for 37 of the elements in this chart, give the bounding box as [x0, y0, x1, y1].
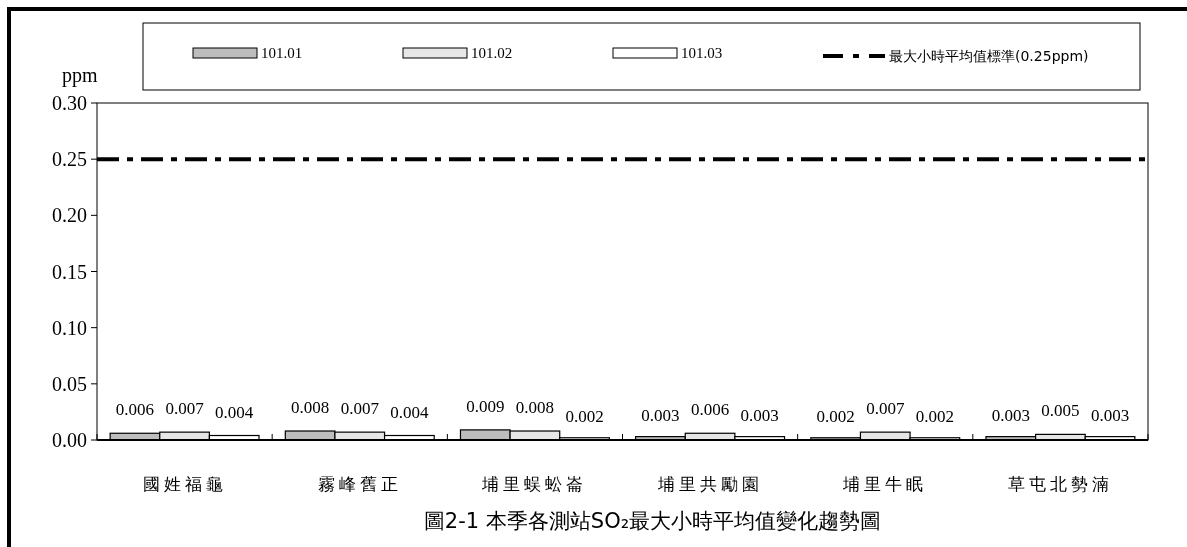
x-tick-label: 霧峰舊正	[317, 474, 402, 494]
data-label: 0.004	[390, 402, 430, 422]
data-label: 0.006	[115, 400, 155, 420]
x-tick-label: 國姓福龜	[142, 474, 227, 494]
data-label: 0.002	[816, 406, 855, 426]
data-label: 0.002	[565, 406, 604, 426]
legend-label: 最大小時平均值標準(0.25ppm)	[889, 48, 1089, 64]
data-label: 0.003	[641, 405, 680, 425]
legend-label: 101.01	[261, 45, 303, 61]
data-label: 0.003	[1090, 405, 1130, 425]
data-label: 0.009	[466, 396, 505, 416]
data-label: 0.008	[515, 398, 555, 418]
legend-label: 101.03	[681, 45, 723, 61]
data-label: 0.008	[290, 398, 330, 418]
y-axis-title: ppm	[62, 64, 98, 87]
data-label: 0.002	[915, 406, 955, 426]
data-label: 0.007	[866, 399, 905, 419]
x-tick-label: 埔里共勵園	[656, 474, 763, 494]
y-tick-label: 0.05	[52, 372, 87, 395]
data-label: 0.003	[991, 405, 1030, 425]
y-tick-label: 0.15	[52, 260, 87, 283]
y-tick-label: 0.25	[52, 148, 87, 171]
data-label: 0.003	[740, 405, 779, 425]
data-label: 0.005	[1041, 401, 1080, 421]
data-label: 0.007	[340, 399, 380, 419]
x-tick-label: 埔里蜈蚣崙	[481, 474, 588, 494]
y-tick-label: 0.00	[52, 429, 87, 451]
y-tick-label: 0.20	[52, 204, 87, 227]
y-tick-label: 0.30	[52, 92, 87, 114]
x-tick-label: 草屯北勢湳	[1007, 474, 1113, 494]
data-label: 0.004	[215, 402, 254, 422]
data-label: 0.006	[690, 400, 730, 420]
y-tick-label: 0.10	[52, 316, 87, 339]
data-label: 0.007	[165, 399, 205, 419]
legend-label: 101.02	[471, 45, 513, 61]
x-tick-label: 埔里牛眠	[842, 474, 928, 494]
text: 圖2-1 本季各測站SO₂最大小時平均值變化趨勢圖	[423, 509, 882, 533]
